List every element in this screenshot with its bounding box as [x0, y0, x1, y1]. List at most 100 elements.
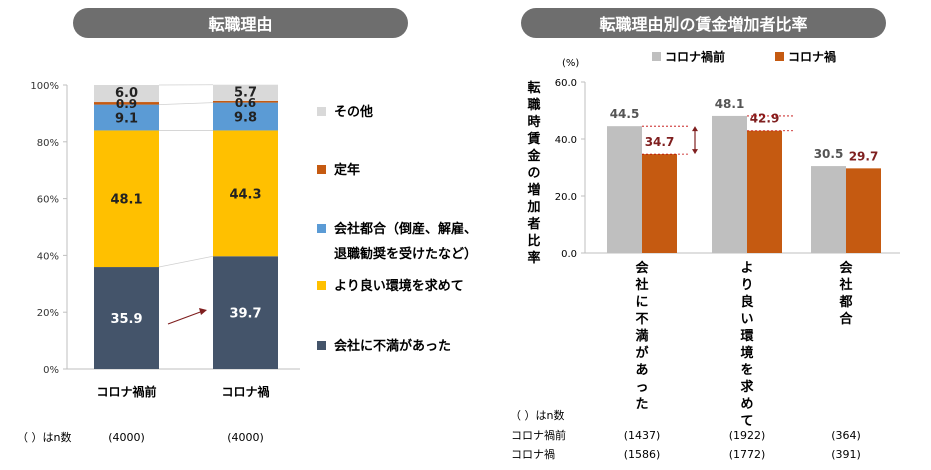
- right-x-category-char: が: [635, 345, 648, 361]
- left-legend-swatch: [317, 224, 326, 233]
- stacked-bar-segment: [94, 104, 159, 131]
- stacked-bar-segment: [94, 102, 159, 105]
- right-n-value: (1586): [624, 448, 661, 461]
- comparison-arrowhead: [199, 308, 207, 315]
- stacked-bar-segment: [94, 130, 159, 268]
- left-legend-swatch: [317, 165, 326, 174]
- grouped-bar: [642, 154, 677, 253]
- left-n-label: （ ）はn数: [17, 431, 71, 444]
- difference-arrowhead: [692, 126, 698, 132]
- comparison-arrow: [167, 310, 204, 325]
- right-x-category-char: よ: [740, 261, 753, 276]
- right-x-category-char: 良: [740, 294, 753, 310]
- grouped-bar-value-label: 30.5: [814, 147, 844, 161]
- right-y-tick-label: 20.0: [555, 192, 577, 203]
- stacked-bar-value-label: 9.1: [115, 112, 138, 127]
- right-x-category-char: 不: [635, 312, 648, 327]
- stacked-bar-segment: [94, 267, 159, 369]
- left-y-tick-label: 20%: [37, 308, 59, 319]
- left-legend-swatch: [317, 341, 326, 350]
- right-y-axis-title-char: 比: [527, 233, 540, 249]
- left-legend-label: 会社都合（倒産、解雇、: [334, 221, 477, 237]
- grouped-bar: [712, 115, 747, 253]
- stacked-bar-segment: [213, 256, 278, 369]
- right-y-axis-title-char: の: [527, 166, 540, 181]
- left-y-tick-label: 100%: [30, 81, 59, 92]
- grouped-bar: [607, 126, 642, 253]
- right-y-tick-label: 40.0: [555, 135, 577, 146]
- stacked-bar-value-label: 39.7: [229, 307, 261, 322]
- left-legend-label: その他: [334, 104, 373, 120]
- right-n-row-label: コロナ禍: [511, 447, 555, 461]
- left-legend-swatch: [317, 281, 326, 290]
- right-x-category-char: 社: [838, 277, 852, 293]
- right-y-axis-title-char: 職: [527, 97, 540, 113]
- stacked-bar-value-label: 0.6: [235, 96, 256, 110]
- right-n-value: (364): [831, 429, 861, 442]
- right-x-category-char: 求: [740, 379, 754, 395]
- right-y-axis-title-char: 者: [526, 216, 540, 232]
- grouped-bar: [811, 166, 846, 253]
- right-x-category-char: っ: [635, 380, 648, 395]
- stacked-bar-value-label: 48.1: [110, 193, 142, 208]
- stacked-bar-value-label: 9.8: [234, 111, 257, 126]
- right-x-category-char: め: [740, 397, 753, 412]
- right-x-category-char: り: [740, 278, 753, 293]
- stacked-bar-segment: [213, 102, 278, 131]
- right-legend-label: コロナ禍: [788, 49, 836, 64]
- left-legend-label: 会社に不満があった: [334, 338, 451, 354]
- right-n-value: (1437): [624, 429, 661, 442]
- right-legend-swatch: [775, 52, 784, 61]
- right-n-value: (391): [831, 448, 861, 461]
- right-x-category-char: あ: [635, 363, 648, 378]
- right-y-axis-title-char: 賃: [526, 131, 540, 147]
- stacked-bar-value-label: 35.9: [110, 312, 142, 327]
- right-x-category-char: 社: [634, 277, 648, 293]
- left-y-tick-label: 0%: [43, 365, 59, 376]
- right-chart-title: 転職理由別の賃金増加者比率: [521, 8, 886, 38]
- left-n-value: (4000): [227, 431, 264, 444]
- right-y-axis-title-char: 転: [527, 80, 540, 96]
- right-x-category-char: 境: [740, 345, 753, 361]
- grouped-bar-value-label: 29.7: [849, 149, 879, 163]
- right-x-category-char: い: [740, 312, 753, 327]
- grouped-bar-value-label: 44.5: [610, 107, 640, 121]
- difference-arrowhead: [692, 149, 698, 155]
- stacked-bar-segment: [213, 100, 278, 103]
- left-x-category-label: コロナ禍: [221, 384, 269, 399]
- right-x-category-char: 会: [839, 260, 853, 276]
- right-unit-label: (%): [562, 58, 579, 69]
- stacked-bar-value-label: 6.0: [115, 86, 138, 101]
- right-x-category-char: 満: [635, 328, 648, 344]
- left-n-value: (4000): [108, 431, 145, 444]
- grouped-bar-value-label: 42.9: [750, 112, 780, 126]
- right-y-axis-title-char: 加: [526, 200, 540, 215]
- stacked-bar-value-label: 44.3: [229, 187, 261, 202]
- right-x-category-char: て: [740, 414, 753, 429]
- stacked-bar-segment: [213, 130, 278, 257]
- left-legend-label: より良い環境を求めて: [334, 278, 464, 294]
- stacked-bar-value-label: 0.9: [116, 97, 137, 111]
- right-x-category-char: 都: [838, 294, 852, 310]
- right-x-category-char: 合: [839, 311, 853, 327]
- grouped-bar-value-label: 48.1: [715, 97, 745, 111]
- right-y-axis-title-char: 時: [527, 114, 540, 130]
- left-y-tick-label: 80%: [37, 138, 59, 149]
- stacked-bar-segment: [213, 84, 278, 101]
- right-n-row-label: コロナ禍前: [511, 428, 566, 442]
- right-x-category-char: 環: [740, 329, 754, 344]
- left-legend-label: 退職勧奨を受けたなど）: [334, 246, 477, 262]
- grouped-bar-value-label: 34.7: [645, 135, 675, 149]
- grouped-bar: [846, 168, 881, 253]
- series-connector-line: [158, 255, 214, 268]
- left-y-tick-label: 60%: [37, 195, 59, 206]
- right-y-axis-title-char: 率: [527, 250, 540, 266]
- right-y-tick-label: 60.0: [555, 78, 577, 89]
- right-x-category-char: を: [740, 363, 753, 378]
- left-x-category-label: コロナ禍前: [96, 384, 156, 399]
- right-n-value: (1772): [729, 448, 766, 461]
- right-x-category-char: 会: [635, 260, 649, 276]
- left-y-tick-label: 40%: [37, 251, 59, 262]
- right-y-axis-title-char: 増: [527, 182, 540, 198]
